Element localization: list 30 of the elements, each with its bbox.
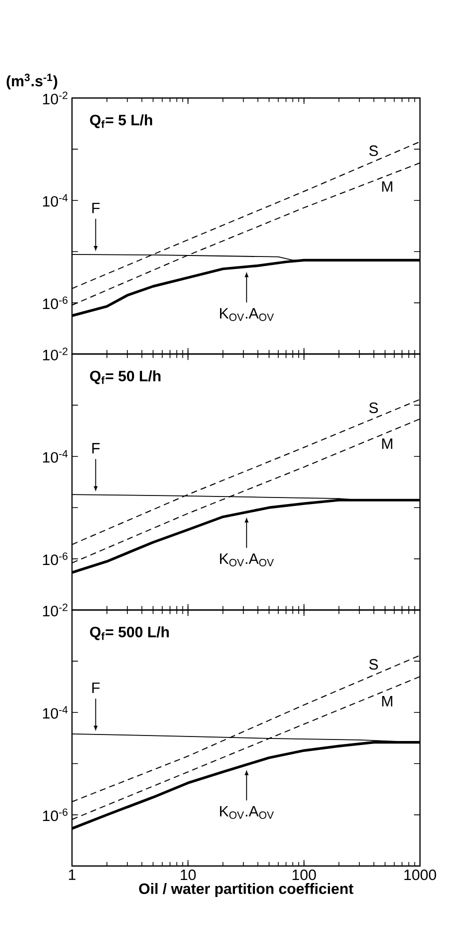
text: K$_{OV}$.A$_{OV}$	[220, 308, 274, 321]
legend-label: F	[92, 443, 100, 454]
series-label: S	[369, 402, 378, 414]
text: K$_{OV}$.A$_{OV}$	[220, 554, 274, 566]
text: Q$_{f}$= 5 L/h	[90, 114, 152, 128]
x-axis-title: Oil / water partition coefficient	[139, 883, 354, 897]
text: Q$_{f}$= 500 L/h	[90, 626, 169, 640]
text: F	[92, 682, 100, 693]
x-tick-label: 10	[180, 870, 196, 880]
legend-label: K$_{OV}$.A$_{OV}$	[220, 806, 274, 819]
text: Q$_{f}$= 50 L/h	[90, 370, 160, 384]
series-label: M	[382, 181, 392, 192]
series-label: M	[382, 438, 392, 449]
y-tick-label: 10$^{-4}$	[43, 450, 68, 463]
x-tick-label: 100	[292, 870, 316, 880]
y-tick-label: 10$^{-2}$	[43, 604, 68, 616]
y-tick-label: 10$^{-4}$	[43, 706, 68, 719]
y-tick-label: 10$^{-6}$	[43, 296, 68, 310]
y-axis-title: (m$^{3}$.s$^{-1}$)	[6, 74, 58, 90]
y-tick-label: 10$^{-4}$	[43, 194, 68, 207]
series-label: S	[369, 145, 378, 156]
x-tick-label: 1	[68, 870, 76, 880]
y-tick-label: 10$^{-6}$	[43, 552, 68, 566]
y-tick-label: 10$^{-6}$	[43, 808, 68, 822]
x-tick-label: 1000	[404, 870, 436, 880]
series-label: S	[369, 659, 378, 670]
legend-label: F	[92, 202, 100, 214]
y-tick-label: 10$^{-2}$	[43, 348, 68, 360]
series-label: M	[382, 696, 392, 706]
y-tick-label: 10$^{-2}$	[43, 92, 68, 104]
